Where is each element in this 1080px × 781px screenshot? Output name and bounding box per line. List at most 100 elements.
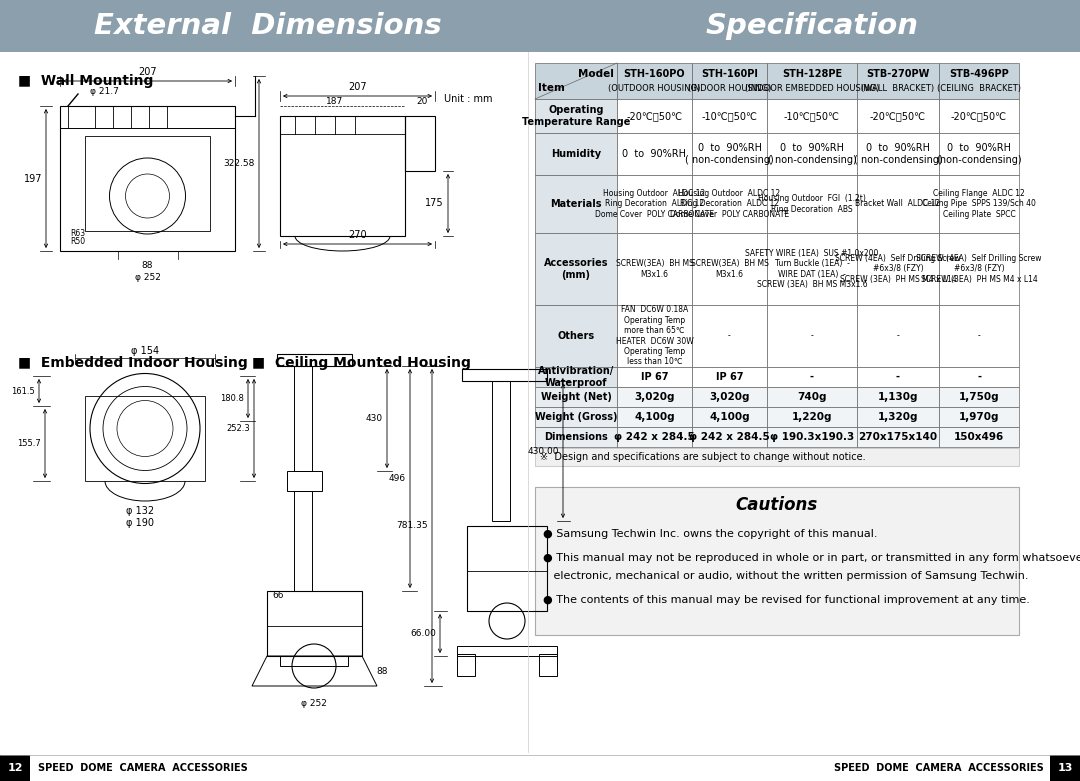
Bar [535,175,617,233]
Bar [492,381,510,521]
Text: 1,970g: 1,970g [959,412,999,422]
Text: 197: 197 [24,173,42,184]
Text: 4,100g: 4,100g [710,412,750,422]
Text: 150x496: 150x496 [954,432,1004,442]
Bar [276,354,352,366]
Text: STH-160PO: STH-160PO [623,69,686,79]
Text: 207: 207 [138,67,157,77]
Text: 1,320g: 1,320g [878,412,918,422]
Bar [280,656,348,666]
Text: SCREW (4EA)  Self Drilling Screw
#6x3/8 (FZY)
SCREW (3EA)  PH MS M4 x L14: SCREW (4EA) Self Drilling Screw #6x3/8 (… [835,254,961,284]
Text: Weight (Gross): Weight (Gross) [535,412,618,422]
Bar [535,448,1020,466]
Text: ※  Design and specifications are subject to change without notice.: ※ Design and specifications are subject … [540,452,866,462]
Text: Specification: Specification [705,12,918,40]
Bar [617,175,692,233]
Bar [535,99,617,133]
Text: 322.58: 322.58 [224,159,255,168]
Bar [692,233,767,305]
Text: ● Samsung Techwin Inc. owns the copyright of this manual.: ● Samsung Techwin Inc. owns the copyrigh… [543,529,877,539]
Text: ● This manual may not be reproduced in whole or in part, or transmitted in any f: ● This manual may not be reproduced in w… [543,553,1080,563]
Text: 13: 13 [1057,763,1072,773]
Text: STB-270PW: STB-270PW [866,69,930,79]
Text: 3,020g: 3,020g [710,392,750,402]
Text: 207: 207 [348,82,367,92]
Bar [294,491,312,591]
Text: 4,100g: 4,100g [634,412,675,422]
Bar [692,367,767,387]
Text: Ceiling Flange  ALDC 12
Ceiling Pipe  SPPS 139/Sch 40
Ceiling Plate  SPCC: Ceiling Flange ALDC 12 Ceiling Pipe SPPS… [922,189,1036,219]
Bar [462,369,546,381]
Bar [939,175,1020,233]
Bar [939,305,1020,367]
Bar [535,487,1020,635]
Bar [535,133,617,175]
Text: STB-496PP: STB-496PP [949,69,1009,79]
Text: ■  Wall Mounting: ■ Wall Mounting [18,74,153,88]
Text: 12: 12 [8,763,23,773]
Bar [535,387,617,407]
Text: Item: Item [538,83,565,93]
Bar [767,407,858,427]
Text: R63: R63 [70,229,85,237]
Bar [617,99,692,133]
Bar [692,427,767,447]
Text: -: - [896,331,900,341]
Text: φ 242 x 284.5: φ 242 x 284.5 [689,432,770,442]
Text: 0  to  90%RH
( non-condensing): 0 to 90%RH ( non-condensing) [853,143,943,165]
Text: -: - [977,372,981,382]
Bar [617,63,692,99]
Bar [535,367,617,387]
Bar [692,305,767,367]
Text: -: - [810,372,814,382]
Text: (OUTDOOR HOUSING): (OUTDOOR HOUSING) [608,84,701,92]
Bar [294,366,312,471]
Bar [617,387,692,407]
Bar [939,133,1020,175]
Bar [858,387,939,407]
Bar [85,396,205,481]
Bar [535,407,617,427]
Bar [858,367,939,387]
Text: Bracket Wall  ALDC 12: Bracket Wall ALDC 12 [855,199,941,209]
Text: SAFETY WIRE (1EA)  SUS #1.0x200
Turn Buckle (1EA)  -
WIRE DAT (1EA)  -
SCREW (3E: SAFETY WIRE (1EA) SUS #1.0x200 Turn Buck… [745,249,879,289]
Text: φ 21.7: φ 21.7 [90,87,119,97]
Text: -10℃～50℃: -10℃～50℃ [784,111,840,121]
Text: 88: 88 [141,261,153,269]
Text: 161.5: 161.5 [11,387,35,395]
Text: (CEILING  BRACKET): (CEILING BRACKET) [937,84,1021,92]
Bar [405,116,435,171]
Text: φ 154: φ 154 [131,346,159,356]
Bar [280,116,405,236]
Bar [457,646,557,656]
Bar [767,367,858,387]
Text: Weight (Net): Weight (Net) [541,392,611,402]
Text: SPEED  DOME  CAMERA  ACCESSORIES: SPEED DOME CAMERA ACCESSORIES [38,763,247,773]
Text: 430.00: 430.00 [527,447,559,455]
Text: 740g: 740g [797,392,827,402]
Bar [939,367,1020,387]
Text: 20: 20 [416,98,428,106]
Bar [467,526,546,611]
Bar [617,367,692,387]
Text: Housing Outdoor  FGI  (1.2t)
Ring Decoration  ABS: Housing Outdoor FGI (1.2t) Ring Decorati… [758,194,866,214]
Text: SPEED  DOME  CAMERA  ACCESSORIES: SPEED DOME CAMERA ACCESSORIES [834,763,1044,773]
Text: Antivibration/
Waterproof: Antivibration/ Waterproof [538,366,615,388]
Text: FAN  DC6W 0.18A
Operating Temp
more than 65℃
HEATER  DC6W 30W
Operating Temp
les: FAN DC6W 0.18A Operating Temp more than … [616,305,693,366]
Bar [939,99,1020,133]
Bar [767,133,858,175]
Text: -: - [977,331,981,341]
Bar [535,427,617,447]
Text: -10℃～50℃: -10℃～50℃ [702,111,757,121]
Text: 3,020g: 3,020g [634,392,675,402]
Bar [858,305,939,367]
Text: STH-128PE: STH-128PE [782,69,842,79]
Bar [767,427,858,447]
Bar [617,305,692,367]
Bar [85,136,210,231]
Text: (INDOOR EMBEDDED HOUSING): (INDOOR EMBEDDED HOUSING) [745,84,879,92]
Text: φ 252: φ 252 [301,698,327,708]
Text: Operating
Temperature Range: Operating Temperature Range [522,105,631,127]
Text: φ 252: φ 252 [135,273,161,281]
Bar [617,133,692,175]
